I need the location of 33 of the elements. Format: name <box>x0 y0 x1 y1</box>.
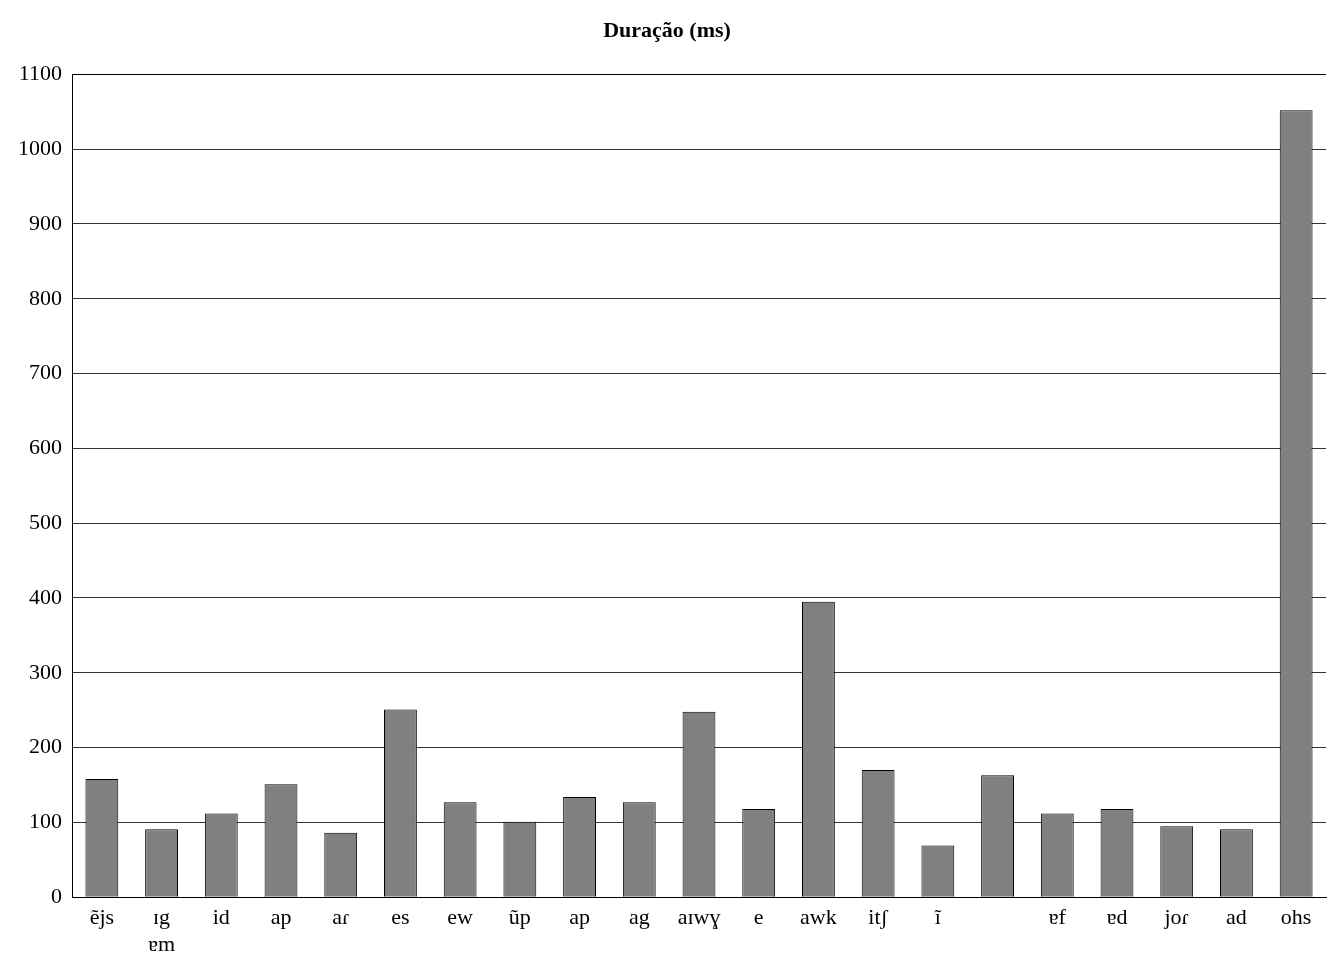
x-tick-label: aɾ <box>332 904 350 930</box>
x-tick-label: ap <box>270 904 292 930</box>
x-tick-label: ẽjs <box>89 904 115 930</box>
chart-title: Duração (ms) <box>603 16 731 42</box>
y-tick-label: 1100 <box>18 60 62 86</box>
x-tick-label: ew <box>447 904 474 930</box>
y-tick-label: 100 <box>29 808 62 834</box>
y-tick-label: 900 <box>29 209 62 235</box>
x-tick-label: ag <box>628 904 650 930</box>
y-tick-label: 600 <box>29 434 62 460</box>
x-tick-label: ohs <box>1280 904 1312 930</box>
x-tick-label: e <box>753 904 764 930</box>
y-tick-label: 500 <box>29 508 62 534</box>
y-tick-label: 800 <box>29 284 62 310</box>
x-tick-label: ap <box>569 904 590 930</box>
y-tick-label: 1000 <box>18 134 62 160</box>
x-tick-label: awk <box>800 904 837 930</box>
x-tick-label: ad <box>1226 904 1247 930</box>
y-tick-label: 700 <box>29 359 62 385</box>
y-tick-label: 300 <box>29 658 62 684</box>
x-tick-label: joɾ <box>1163 904 1189 930</box>
x-tick-label: itʃ <box>868 904 889 930</box>
x-tick-label: aɪwɣ <box>677 904 721 930</box>
y-tick-label: 0 <box>51 882 62 908</box>
y-tick-label: 200 <box>29 733 62 759</box>
x-tick-label: es <box>391 904 410 930</box>
x-tick-label: ɪg ɐm <box>148 904 176 956</box>
x-tick-label: ɐd <box>1106 904 1128 930</box>
x-tick-label: ɐf <box>1048 904 1067 930</box>
x-tick-label: ĩ <box>933 904 942 930</box>
x-tick-label: id <box>212 904 230 930</box>
x-tick-label: ũp <box>508 904 531 930</box>
y-tick-label: 400 <box>29 583 62 609</box>
